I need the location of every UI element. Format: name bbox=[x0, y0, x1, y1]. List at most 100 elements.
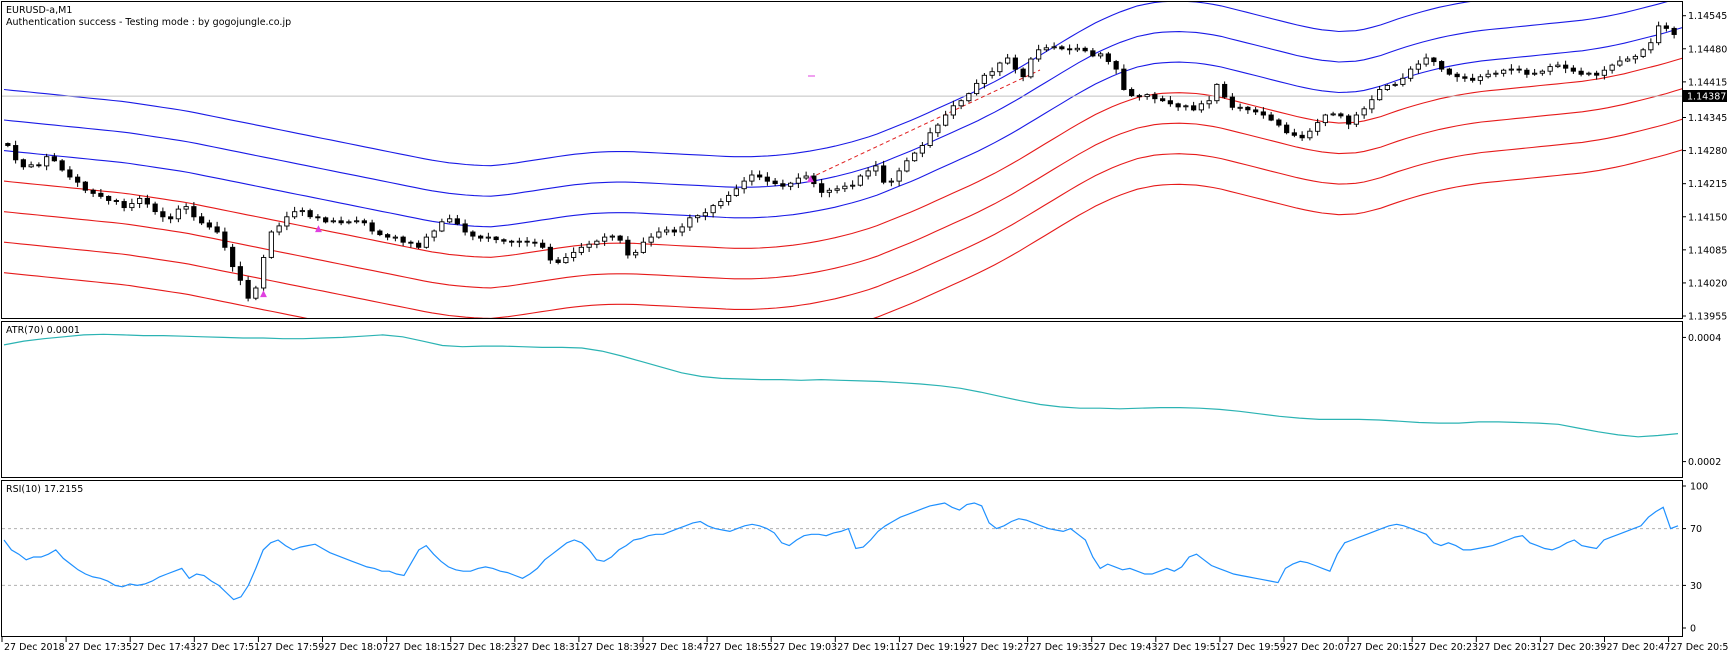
candle[interactable] bbox=[385, 233, 391, 241]
candle[interactable] bbox=[245, 276, 251, 302]
candle[interactable] bbox=[1129, 87, 1135, 97]
candle[interactable] bbox=[1036, 44, 1042, 62]
candle[interactable] bbox=[981, 72, 987, 89]
candle[interactable] bbox=[1105, 51, 1111, 65]
candle[interactable] bbox=[772, 178, 778, 187]
candle[interactable] bbox=[1632, 54, 1638, 64]
candle[interactable] bbox=[1617, 56, 1623, 68]
candle[interactable] bbox=[175, 205, 181, 223]
candle[interactable] bbox=[137, 195, 143, 209]
candle[interactable] bbox=[268, 230, 274, 259]
candle[interactable] bbox=[695, 214, 701, 223]
candle[interactable] bbox=[1640, 47, 1646, 58]
candle[interactable] bbox=[1330, 111, 1336, 117]
candle[interactable] bbox=[865, 167, 871, 180]
candle[interactable] bbox=[1539, 69, 1545, 76]
candle[interactable] bbox=[1183, 104, 1189, 111]
candle[interactable] bbox=[1315, 118, 1321, 136]
candle[interactable] bbox=[1144, 93, 1150, 100]
candle[interactable] bbox=[354, 216, 360, 224]
candle[interactable] bbox=[1663, 22, 1669, 32]
candle[interactable] bbox=[1454, 72, 1460, 82]
candle[interactable] bbox=[113, 198, 119, 205]
candle[interactable] bbox=[795, 173, 801, 189]
candle[interactable] bbox=[1043, 44, 1049, 52]
candle[interactable] bbox=[912, 151, 918, 162]
candle[interactable] bbox=[1493, 70, 1499, 78]
candle[interactable] bbox=[1431, 56, 1437, 66]
candle[interactable] bbox=[199, 213, 205, 226]
candle[interactable] bbox=[1090, 48, 1096, 58]
candle[interactable] bbox=[501, 238, 507, 245]
candle[interactable] bbox=[330, 217, 336, 224]
candle[interactable] bbox=[369, 219, 375, 235]
candle[interactable] bbox=[493, 236, 499, 244]
candle[interactable] bbox=[679, 223, 685, 237]
candlesticks[interactable] bbox=[5, 21, 1677, 302]
price-panel[interactable]: ▲▲▲ 1.145451.144801.144151.143451.142801… bbox=[1, 0, 1728, 349]
candle[interactable] bbox=[1508, 64, 1514, 75]
candle[interactable] bbox=[764, 172, 770, 186]
candle[interactable] bbox=[1005, 53, 1011, 65]
candle[interactable] bbox=[757, 170, 763, 181]
candle[interactable] bbox=[1594, 70, 1600, 80]
candle[interactable] bbox=[927, 127, 933, 148]
candle[interactable] bbox=[540, 239, 546, 249]
candle[interactable] bbox=[121, 198, 127, 212]
candle[interactable] bbox=[873, 160, 879, 177]
candle[interactable] bbox=[726, 191, 732, 206]
candle[interactable] bbox=[532, 238, 538, 247]
candle[interactable] bbox=[1609, 63, 1615, 74]
candle[interactable] bbox=[323, 216, 329, 224]
candle[interactable] bbox=[1625, 56, 1631, 63]
candle[interactable] bbox=[664, 226, 670, 236]
candle[interactable] bbox=[261, 254, 267, 291]
candle[interactable] bbox=[454, 214, 460, 226]
candle[interactable] bbox=[1276, 118, 1282, 128]
candle[interactable] bbox=[59, 159, 65, 172]
candle[interactable] bbox=[276, 222, 282, 236]
price-plot-area[interactable]: ▲ ▲ ▲ bbox=[2, 0, 1683, 349]
candle[interactable] bbox=[803, 171, 809, 180]
candle[interactable] bbox=[881, 160, 887, 185]
candle[interactable] bbox=[555, 256, 561, 265]
candle[interactable] bbox=[106, 195, 112, 205]
candle[interactable] bbox=[439, 218, 445, 233]
candle[interactable] bbox=[1524, 67, 1530, 78]
candle[interactable] bbox=[206, 219, 212, 230]
candle[interactable] bbox=[75, 174, 81, 187]
candle[interactable] bbox=[1206, 96, 1212, 109]
candle[interactable] bbox=[338, 216, 344, 226]
candle[interactable] bbox=[594, 239, 600, 249]
candle[interactable] bbox=[44, 153, 50, 171]
candle[interactable] bbox=[129, 198, 135, 211]
candle[interactable] bbox=[152, 201, 158, 215]
candle[interactable] bbox=[361, 218, 367, 226]
candle[interactable] bbox=[1570, 65, 1576, 74]
candle[interactable] bbox=[710, 203, 716, 218]
candle[interactable] bbox=[989, 67, 995, 79]
candle[interactable] bbox=[5, 142, 11, 148]
candle[interactable] bbox=[237, 261, 243, 286]
candle[interactable] bbox=[1400, 73, 1406, 87]
candle[interactable] bbox=[1160, 95, 1166, 102]
candle[interactable] bbox=[1191, 101, 1197, 112]
candle[interactable] bbox=[811, 172, 817, 188]
candle[interactable] bbox=[586, 240, 592, 253]
candle[interactable] bbox=[400, 235, 406, 247]
candle[interactable] bbox=[1028, 57, 1034, 79]
candle[interactable] bbox=[67, 166, 73, 180]
candle[interactable] bbox=[377, 229, 383, 237]
candle[interactable] bbox=[1299, 131, 1305, 141]
candle[interactable] bbox=[299, 207, 305, 216]
candle[interactable] bbox=[36, 162, 42, 168]
candle[interactable] bbox=[609, 234, 615, 241]
candle[interactable] bbox=[1346, 114, 1352, 130]
candle[interactable] bbox=[315, 214, 321, 221]
candle[interactable] bbox=[997, 61, 1003, 77]
candle[interactable] bbox=[687, 214, 693, 232]
candle[interactable] bbox=[966, 92, 972, 103]
candle[interactable] bbox=[1353, 111, 1359, 128]
candle[interactable] bbox=[1307, 128, 1313, 141]
